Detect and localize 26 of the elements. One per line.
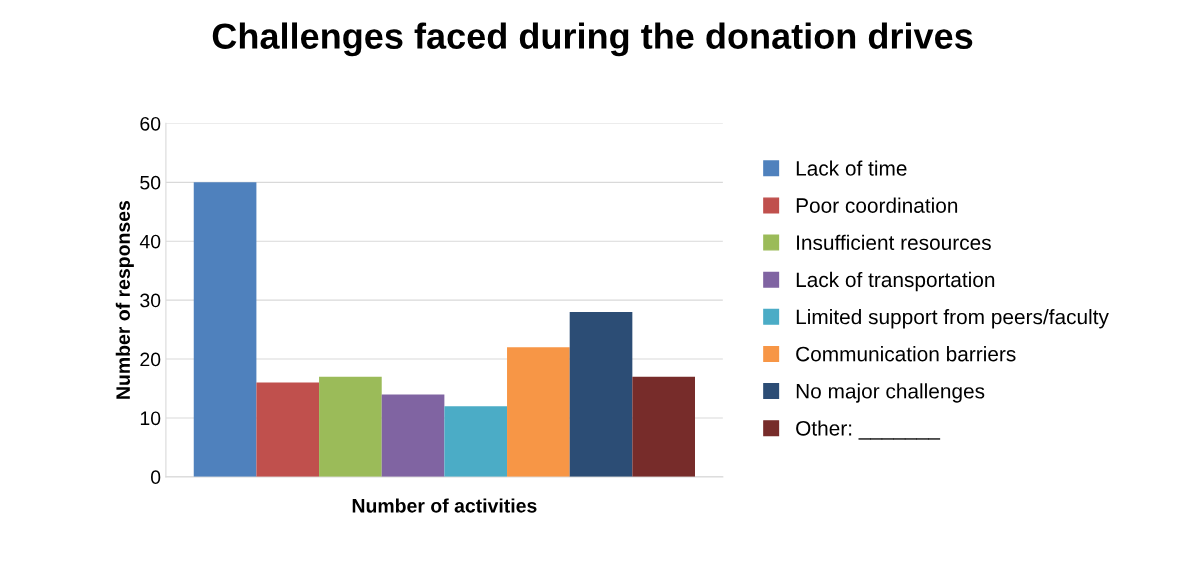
y-tick-label: 60	[140, 116, 161, 131]
legend-label: Lack of time	[796, 160, 907, 176]
x-axis-title: Number of activities	[352, 498, 537, 513]
legend-label: Poor coordination	[796, 197, 958, 213]
bar	[193, 182, 257, 477]
chart-title: Challenges faced during the donation drives	[212, 22, 973, 57]
legend-label: No major challenges	[796, 383, 985, 403]
legend-label: Communication barriers	[796, 346, 1016, 362]
bar	[507, 347, 570, 477]
bar	[569, 311, 633, 477]
y-axis-title: Number of responses	[115, 200, 134, 399]
y-tick-label: 20	[140, 352, 161, 367]
legend-label: Insufficient resources	[797, 234, 991, 251]
bar	[319, 376, 382, 477]
legend-label: Lack of transportation	[796, 271, 995, 292]
y-tick-label: 0	[150, 470, 161, 485]
y-tick-label: 10	[140, 411, 161, 426]
y-tick-label: 30	[140, 293, 161, 308]
y-tick-label: 40	[139, 234, 161, 249]
legend-label: Limited support from peers/faculty	[796, 308, 1109, 329]
bar	[444, 406, 508, 477]
bar	[256, 382, 320, 477]
bar	[381, 394, 445, 477]
bar	[632, 376, 695, 477]
legend-label: Other: _______	[796, 420, 941, 440]
y-tick-label: 50	[140, 175, 161, 190]
